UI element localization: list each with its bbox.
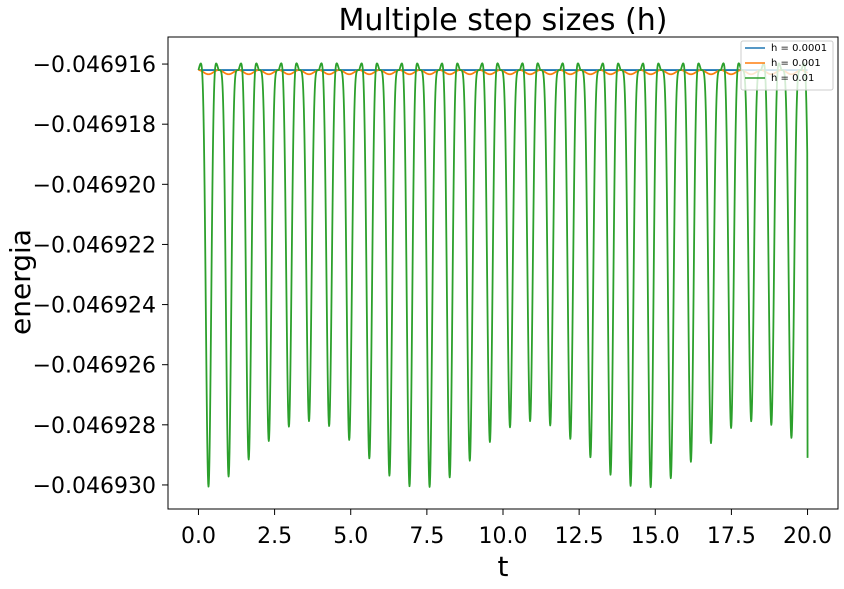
- x-axis-title: t: [498, 550, 509, 583]
- x-tick-label: 2.5: [257, 524, 292, 549]
- y-tick-label: −0.046918: [33, 113, 156, 138]
- y-tick-label: −0.046916: [33, 53, 156, 78]
- x-tick-label: 20.0: [783, 524, 832, 549]
- legend: h = 0.0001 h = 0.001 h = 0.01: [740, 40, 834, 91]
- y-axis: −0.046916 −0.046918 −0.046920 −0.046922 −0.0…: [33, 53, 168, 499]
- y-tick-label: −0.046930: [33, 474, 156, 499]
- series-line-2: [197, 62, 809, 489]
- x-tick-label: 12.5: [555, 524, 604, 549]
- x-tick-label: 10.0: [479, 524, 528, 549]
- y-tick-label: −0.046926: [33, 354, 156, 379]
- legend-label-h0001: h = 0.0001: [771, 43, 827, 54]
- legend-label-h001: h = 0.001: [771, 58, 821, 69]
- x-tick-label: 17.5: [707, 524, 756, 549]
- y-tick-label: −0.046924: [33, 294, 156, 319]
- x-axis: 0.0 2.5 5.0 7.5 10.0 12.5 15.0 17.5 20.0: [181, 509, 832, 549]
- y-tick-label: −0.046922: [33, 233, 156, 258]
- x-tick-label: 0.0: [181, 524, 216, 549]
- y-tick-label: −0.046920: [33, 173, 156, 198]
- y-tick-label: −0.046928: [33, 414, 156, 439]
- x-tick-label: 5.0: [333, 524, 368, 549]
- x-tick-label: 7.5: [409, 524, 444, 549]
- y-axis-title: energia: [4, 229, 37, 335]
- x-tick-label: 15.0: [631, 524, 680, 549]
- plot-area: [167, 36, 839, 510]
- series-layer: [197, 62, 809, 489]
- legend-label-h01: h = 0.01: [771, 73, 814, 84]
- chart-title: Multiple step sizes (h): [339, 3, 668, 38]
